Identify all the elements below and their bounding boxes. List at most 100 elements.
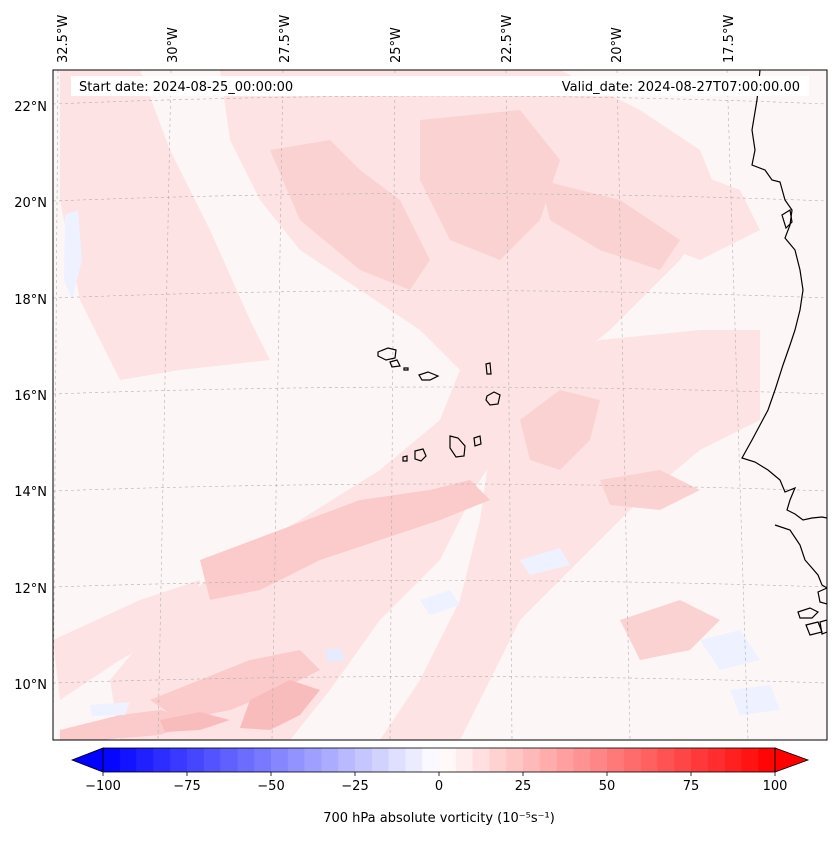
colorbar-tick-label: −50 <box>257 779 284 794</box>
colorbar-cell <box>119 748 137 772</box>
lon-label: 17.5°W <box>722 15 737 63</box>
lon-label: 30°W <box>166 27 181 63</box>
colorbar-cell <box>271 748 289 772</box>
parallel-line <box>53 95 827 105</box>
vorticity-streak <box>60 710 200 740</box>
meridian-line <box>157 70 172 740</box>
map-panel: Start date: 2024-08-25_00:00:00 Valid_da… <box>52 69 828 741</box>
map-frame <box>52 69 828 741</box>
island-maio <box>473 435 482 447</box>
colorbar: −100 −75 −50 −25 0 25 50 75 100 700 hPa absolute… <box>70 747 810 826</box>
colorbar-cell <box>455 748 473 772</box>
vorticity-field <box>53 70 780 740</box>
colorbar-cell <box>707 748 725 772</box>
colorbar-tick-label: 100 <box>763 779 788 794</box>
island-fogo <box>414 448 427 462</box>
colorbar-cell <box>556 748 574 772</box>
colorbar-cell <box>321 748 339 772</box>
island-sao-nicolau <box>418 371 440 381</box>
colorbar-cell <box>371 748 389 772</box>
colorbar-cell <box>607 748 625 772</box>
lon-label: 20°W <box>610 27 625 63</box>
colorbar-cell <box>287 748 305 772</box>
meridian-line <box>505 70 513 740</box>
colorbar-cells <box>103 748 776 772</box>
colorbar-tick-label: 75 <box>683 779 700 794</box>
colorbar-tick-label: 0 <box>435 779 443 794</box>
coastlines <box>377 70 827 636</box>
vorticity-streak <box>540 180 680 270</box>
colorbar-cell <box>590 748 608 772</box>
colorbar-tick-label: −25 <box>341 779 368 794</box>
vorticity-negative-patch <box>730 685 780 715</box>
colorbar-cell <box>640 748 658 772</box>
lat-label: 18°N <box>14 293 47 308</box>
colorbar-cell <box>187 748 205 772</box>
colorbar-cell <box>523 748 541 772</box>
colorbar-cell <box>758 748 776 772</box>
longitude-labels: 32.5°W 30°W 27.5°W 25°W 22.5°W 20°W 17.5… <box>56 15 737 63</box>
colorbar-cell <box>237 748 255 772</box>
island-outline <box>819 619 827 635</box>
vorticity-streak <box>150 650 320 720</box>
island-santo-antao <box>377 347 397 361</box>
date-label-box <box>71 76 809 96</box>
colorbar-cell <box>388 748 406 772</box>
colorbar-label: 700 hPa absolute vorticity (10⁻⁵s⁻¹) <box>323 811 555 826</box>
colorbar-cell <box>674 748 692 772</box>
africa-coastline <box>741 70 827 521</box>
colorbar-cell <box>439 748 457 772</box>
vorticity-band <box>60 70 270 380</box>
colorbar-cell <box>573 748 591 772</box>
meridian-line <box>726 70 749 740</box>
colorbar-tick-label: 50 <box>599 779 616 794</box>
colorbar-cell <box>405 748 423 772</box>
lon-label: 22.5°W <box>500 15 515 63</box>
parallel-line <box>53 290 827 299</box>
vorticity-band <box>53 580 200 700</box>
graticule <box>53 70 827 740</box>
parallel-line <box>53 193 827 202</box>
latitude-labels: 22°N 20°N 18°N 16°N 14°N 12°N 10°N <box>14 100 47 693</box>
colorbar-cell <box>136 748 154 772</box>
parallel-line <box>53 676 827 684</box>
vorticity-streak <box>200 480 490 600</box>
vorticity-streak <box>620 600 720 660</box>
island-santiago <box>449 435 466 458</box>
colorbar-cell <box>170 748 188 772</box>
island-boa-vista <box>485 391 501 406</box>
start-date-label: Start date: 2024-08-25_00:00:00 <box>79 80 293 95</box>
colorbar-tick-label: −100 <box>85 779 121 794</box>
colorbar-cell <box>657 748 675 772</box>
colorbar-cell <box>691 748 709 772</box>
colorbar-cell <box>506 748 524 772</box>
colorbar-cell <box>338 748 356 772</box>
colorbar-tick-label: 25 <box>515 779 532 794</box>
lon-label: 27.5°W <box>278 15 293 63</box>
vorticity-streak <box>270 140 430 290</box>
vorticity-negative-patch <box>520 548 570 575</box>
island-outline <box>817 587 827 605</box>
vorticity-negative-patch <box>64 210 82 300</box>
parallel-line <box>53 386 827 395</box>
valid-date-label: Valid_date: 2024-08-27T07:00:00.00 <box>562 80 800 95</box>
lat-label: 10°N <box>14 678 47 693</box>
lon-label: 32.5°W <box>56 15 71 63</box>
vorticity-negative-patch <box>325 648 345 662</box>
vorticity-negative-patch <box>90 702 130 716</box>
colorbar-cell <box>153 748 171 772</box>
colorbar-cell <box>539 748 557 772</box>
island-outline <box>781 209 793 230</box>
island-santa-luzia <box>403 367 409 371</box>
island-outline <box>797 607 820 619</box>
vorticity-band <box>380 330 760 740</box>
vorticity-streak <box>420 110 560 260</box>
island-brava <box>402 455 408 462</box>
vorticity-streak <box>240 680 320 730</box>
colorbar-cell <box>103 748 121 772</box>
lat-label: 16°N <box>14 389 47 404</box>
colorbar-ticks: −100 −75 −50 −25 0 25 50 75 100 <box>85 772 787 794</box>
island-sao-vicente <box>389 359 401 368</box>
vorticity-band <box>560 150 760 260</box>
vorticity-streak <box>520 390 600 470</box>
